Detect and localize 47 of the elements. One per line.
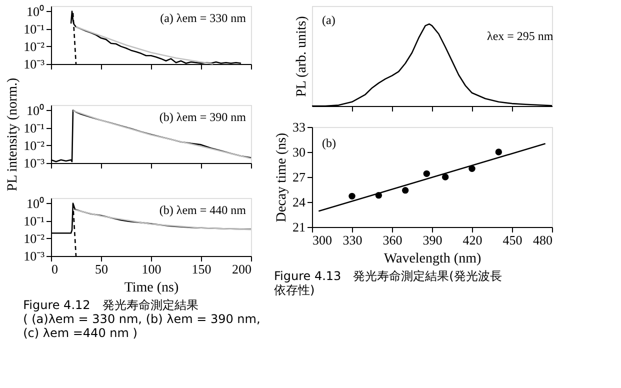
text: (c) λem =440 nm ) xyxy=(23,326,138,340)
x-tick-label: 360 xyxy=(382,232,402,248)
y-tick-label: 27 xyxy=(292,170,306,184)
text: ( (a)λem = 330 nm, (b) λem = 390 nm, xyxy=(23,312,260,326)
y-tick-label: 10⁻¹ xyxy=(24,120,45,136)
y-tick-label: 10⁰ xyxy=(26,196,44,211)
y-tick-label: 21 xyxy=(292,220,306,234)
annotation: (b) λem = 390 nm xyxy=(159,110,247,124)
y-tick-label: 10⁰ xyxy=(26,102,44,118)
x-tick-label: 0 xyxy=(52,262,58,276)
line-series xyxy=(75,26,214,65)
y-tick-label: 10⁻³ xyxy=(24,248,45,264)
x-tick-label: 450 xyxy=(502,232,522,248)
y-tick-label: 33 xyxy=(292,120,306,134)
y-tick-label: 10⁻¹ xyxy=(24,213,45,228)
y-axis-title: PL intensity (norm.) xyxy=(6,77,21,192)
x-tick-label: 50 xyxy=(95,262,108,276)
annotation: (b) λem = 440 nm xyxy=(159,203,247,217)
caption: Figure 4.12 発光寿命測定結果 xyxy=(23,298,198,312)
y-tick-label: 10⁻² xyxy=(24,38,45,54)
x-tick-label: 480 xyxy=(533,232,552,248)
y-tick-label: 10⁰ xyxy=(26,4,44,19)
annotation: (b) xyxy=(322,136,336,150)
annotation: λex = 295 nm xyxy=(487,29,554,43)
x-tick-label: 150 xyxy=(192,262,212,276)
y-axis-title: Decay time (ns) xyxy=(274,132,290,222)
y-tick-label: 10⁻² xyxy=(24,138,45,153)
x-axis-title: Time (ns) xyxy=(124,280,179,296)
x-tick-label: 200 xyxy=(232,262,252,276)
line-series xyxy=(72,110,252,160)
x-tick-label: 330 xyxy=(342,232,362,248)
x-axis-title: Wavelength (nm) xyxy=(384,252,482,266)
x-tick-label: 390 xyxy=(422,232,442,248)
caption: Figure 4.13 発光寿命測定結果(発光波長 xyxy=(274,269,502,283)
x-tick-label: 100 xyxy=(142,262,162,276)
y-tick-label: 24 xyxy=(292,194,306,210)
x-tick-label: 300 xyxy=(312,232,332,248)
x-tick-label: 420 xyxy=(462,232,482,248)
annotation: (a) xyxy=(322,13,336,27)
y-tick-label: 10⁻¹ xyxy=(24,21,45,36)
y-tick-label: 30 xyxy=(292,144,306,160)
text: 依存性) xyxy=(274,283,315,297)
y-tick-label: 10⁻² xyxy=(24,230,45,246)
annotation: (a) λem = 330 nm xyxy=(160,11,247,25)
y-tick-label: 10⁻³ xyxy=(24,156,45,170)
y-tick-label: 10⁻³ xyxy=(24,56,45,72)
y-axis-title: PL (arb. units) xyxy=(294,16,310,97)
